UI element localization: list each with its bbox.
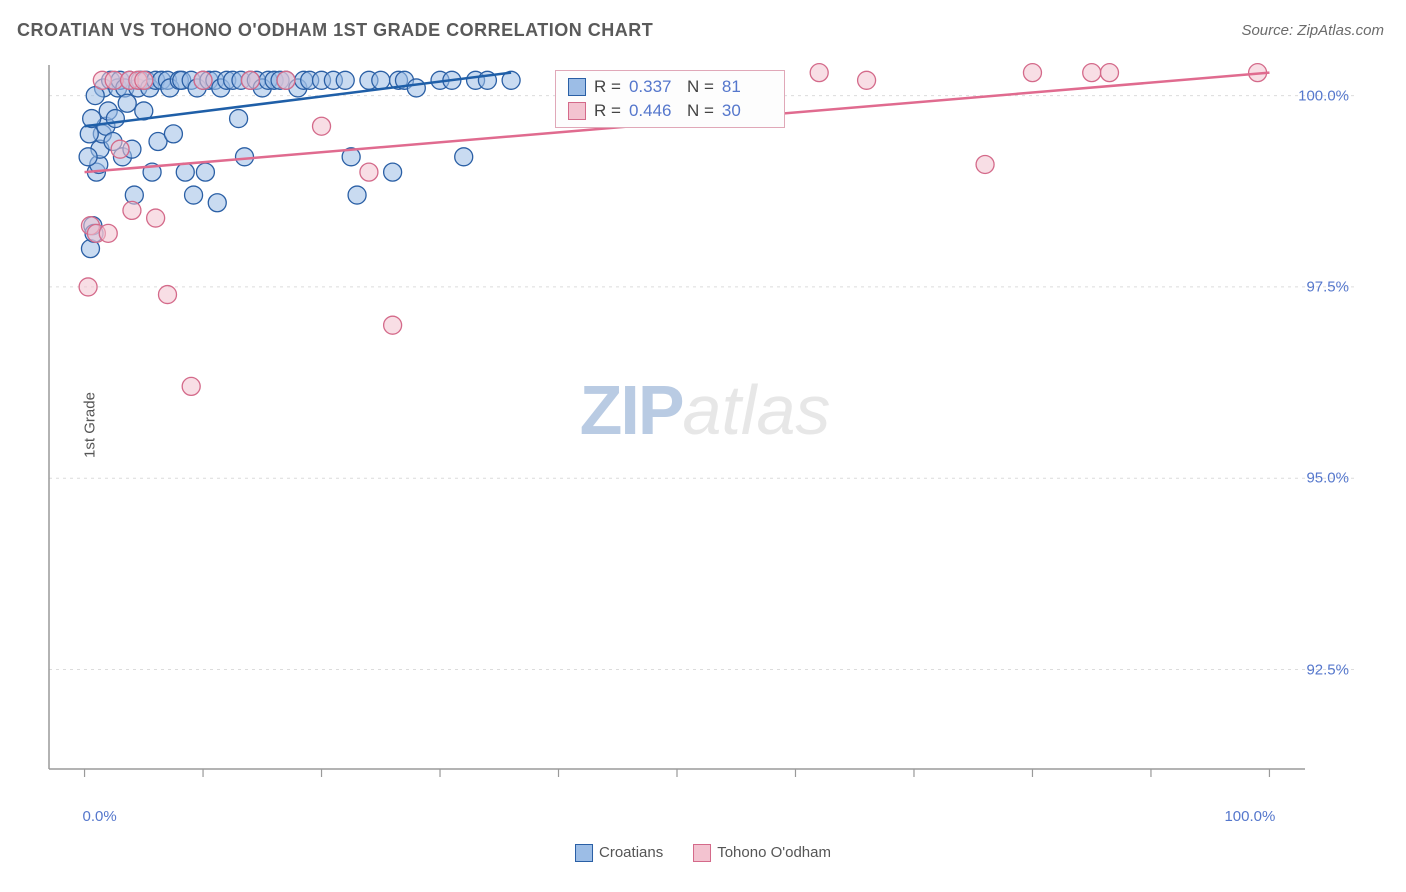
x-tick-label: 100.0% — [1224, 808, 1275, 825]
y-axis-label: 1st Grade — [81, 392, 98, 458]
y-tick-label: 97.5% — [1306, 278, 1349, 295]
chart-title: CROATIAN VS TOHONO O'ODHAM 1ST GRADE COR… — [17, 20, 653, 41]
source-label: Source: ZipAtlas.com — [1241, 22, 1384, 39]
correlation-row: R =0.446N =30 — [556, 99, 784, 123]
swatch-icon — [568, 78, 586, 96]
swatch-icon — [568, 102, 586, 120]
x-tick-label: 0.0% — [83, 808, 117, 825]
bottom-legend: Croatians Tohono O'odham — [575, 844, 831, 862]
legend-item-tohono: Tohono O'odham — [693, 844, 831, 862]
y-tick-label: 95.0% — [1306, 470, 1349, 487]
legend-item-croatians: Croatians — [575, 844, 663, 862]
swatch-icon — [575, 844, 593, 862]
y-tick-label: 92.5% — [1306, 661, 1349, 678]
correlation-legend-box: R =0.337N =81R =0.446N =30 — [555, 70, 785, 128]
scatter-chart — [45, 55, 1365, 795]
swatch-icon — [693, 844, 711, 862]
y-tick-label: 100.0% — [1298, 87, 1349, 104]
plot-area: ZIPatlas 1st Grade 92.5%95.0%97.5%100.0%… — [45, 55, 1365, 795]
correlation-row: R =0.337N =81 — [556, 75, 784, 99]
